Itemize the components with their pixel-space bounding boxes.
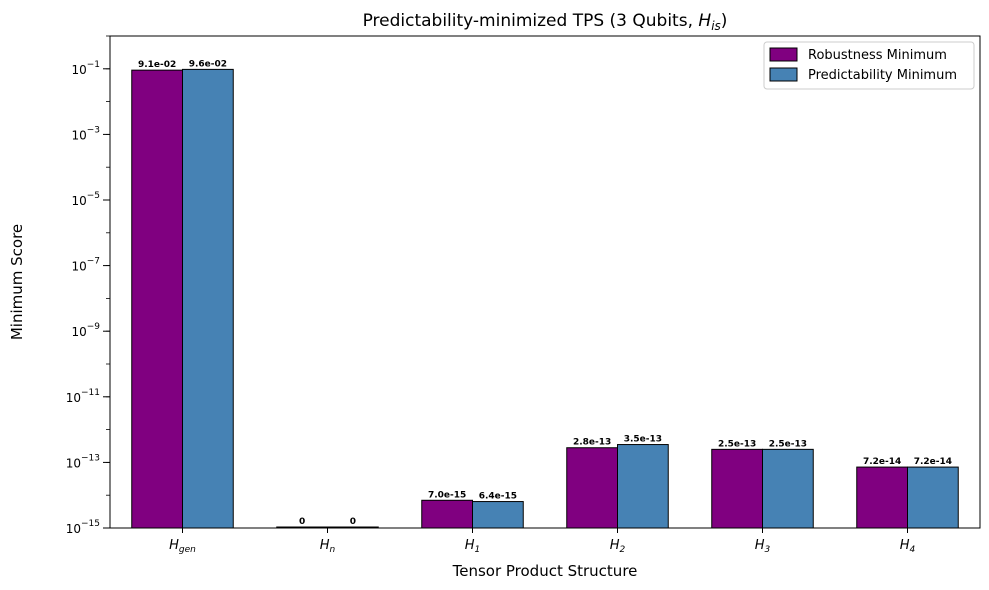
bar-value-label: 7.2e-14 (863, 457, 901, 467)
y-tick-label: 10−7 (71, 257, 100, 274)
bar (907, 466, 959, 529)
y-tick-label: 10−9 (71, 322, 100, 339)
legend-frame (763, 41, 975, 90)
x-tick-label: H4 (900, 538, 916, 555)
bar-value-label: 3.5e-13 (624, 435, 662, 445)
legend: Robustness Minimum Predictability Minimum (763, 41, 975, 90)
bar (566, 447, 618, 529)
legend-swatch (769, 47, 798, 62)
bar (711, 448, 763, 529)
bar-value-label: 9.6e-02 (189, 59, 227, 69)
chart-title: Predictability-minimized TPS (3 Qubits, … (363, 11, 728, 33)
y-tick-label: 10−1 (71, 60, 100, 77)
x-tick-label: H3 (755, 538, 771, 555)
x-tick-label: H1 (465, 538, 481, 555)
bar (131, 69, 183, 529)
bar-value-label: 7.2e-14 (914, 457, 952, 467)
bar (276, 526, 328, 529)
y-tick-label: 10−3 (71, 125, 100, 142)
x-axis-title: Tensor Product Structure (452, 562, 638, 580)
bar-value-label: 0 (350, 517, 356, 527)
x-tick-label: H2 (610, 538, 626, 555)
bar-value-label: 6.4e-15 (479, 492, 517, 502)
plot-area (109, 35, 981, 529)
y-axis: 10−15 10−13 10−11 10−9 10−7 10−5 10−3 10−1 (66, 35, 110, 536)
bar-value-label: 7.0e-15 (428, 490, 466, 500)
bar (856, 466, 908, 529)
y-axis-title: Minimum Score (8, 224, 26, 340)
x-axis: Hgen Hn H1 H2 H3 H4 (169, 528, 916, 555)
bar-labels: 9.1e-02 9.6e-02 0 0 7.0e-15 6.4e-15 2.8e-13 3.5… (138, 59, 952, 527)
plot-frame (109, 35, 981, 529)
x-tick-label: Hn (320, 538, 336, 555)
y-tick-label: 10−15 (66, 519, 100, 536)
bar-value-label: 2.8e-13 (573, 438, 611, 448)
legend-swatch (769, 67, 798, 82)
bars (131, 68, 959, 529)
legend-label: Predictability Minimum (808, 68, 957, 83)
y-tick-label: 10−11 (66, 388, 100, 405)
y-tick-label: 10−13 (66, 453, 100, 470)
y-tick-label: 10−5 (71, 191, 100, 208)
bar (421, 499, 473, 529)
legend-label: Robustness Minimum (808, 48, 947, 63)
bar (762, 448, 814, 529)
bar-value-label: 9.1e-02 (138, 60, 176, 70)
bar (182, 68, 234, 529)
bar-value-label: 2.5e-13 (769, 439, 807, 449)
bar-value-label: 2.5e-13 (718, 439, 756, 449)
bar (327, 526, 379, 529)
x-tick-label: Hgen (169, 538, 196, 555)
bar (472, 501, 524, 529)
bar-value-label: 0 (299, 517, 305, 527)
bar (617, 444, 669, 529)
